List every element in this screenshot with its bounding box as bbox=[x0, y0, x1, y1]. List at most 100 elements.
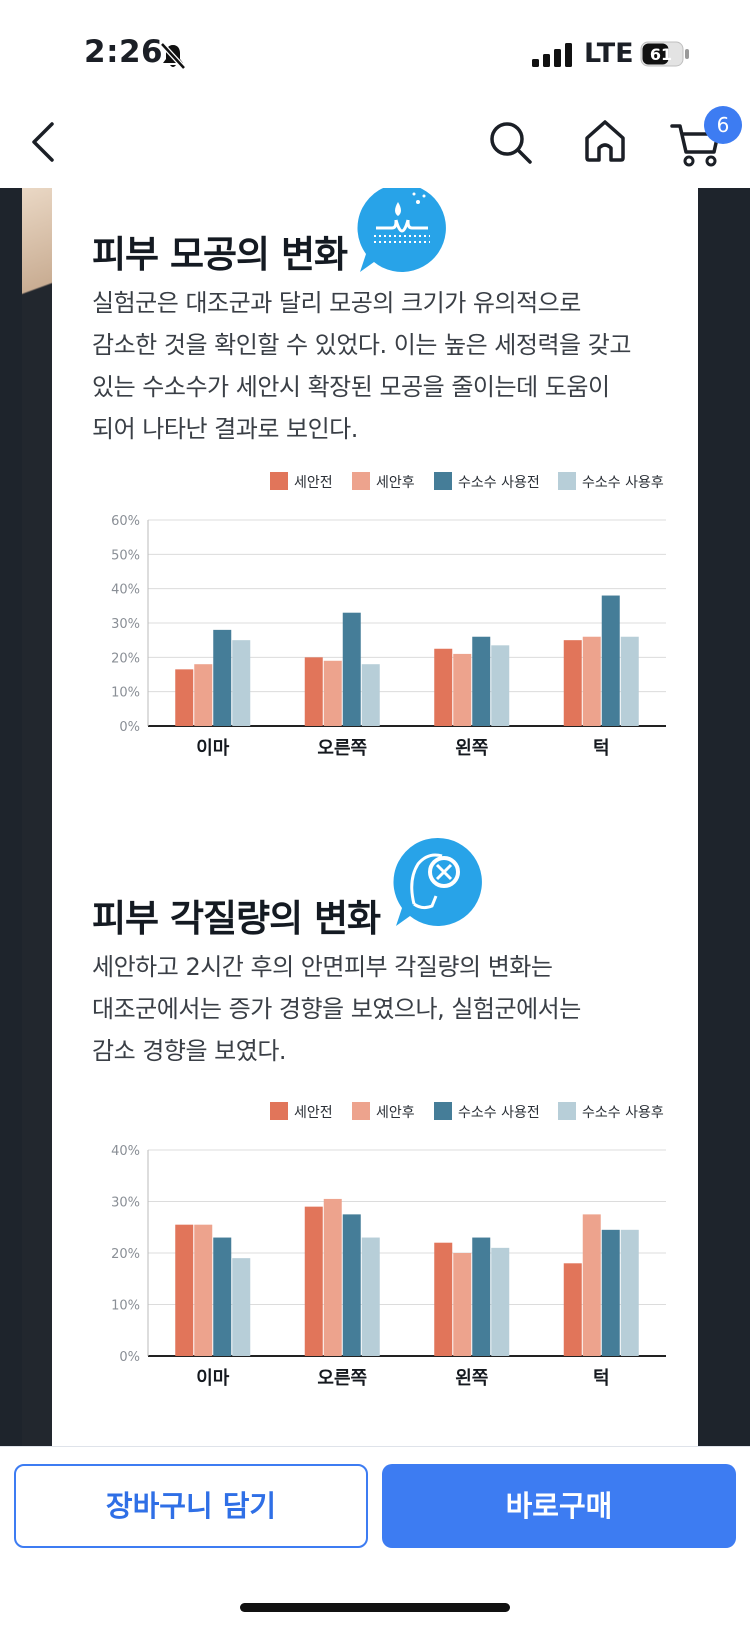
add-to-cart-button[interactable]: 장바구니 담기 bbox=[14, 1464, 368, 1548]
legend-swatch bbox=[270, 1102, 288, 1120]
bar bbox=[472, 1237, 491, 1356]
legend-swatch bbox=[558, 1102, 576, 1120]
legend-label: 세안전 bbox=[294, 475, 333, 491]
body-line: 실험군은 대조군과 달리 모공의 크기가 유의적으로 bbox=[92, 289, 581, 317]
pore-chart: 세안전 세안후 수소수 사용전 수소수 사용후 0% 10% 20% 30% 40% 50% 60%… bbox=[82, 464, 682, 784]
bar bbox=[620, 636, 639, 726]
section-title-keratin: 피부 각질량의 변화 bbox=[92, 897, 381, 940]
bar bbox=[434, 648, 453, 726]
y-tick-label: 0% bbox=[119, 720, 140, 735]
x-tick-label: 왼쪽 bbox=[455, 1368, 488, 1389]
legend-swatch bbox=[352, 1102, 370, 1120]
y-tick-label: 50% bbox=[111, 548, 140, 563]
clock: 2:26 bbox=[84, 34, 164, 70]
legend-label: 수소수 사용전 bbox=[458, 475, 540, 491]
model-photo bbox=[22, 188, 52, 368]
product-detail-image: 피부 모공의 변화 실험군은 대조군과 달리 모공의 크기가 유의적으로 감소한… bbox=[0, 188, 750, 1446]
section-title-pore: 피부 모공의 변화 bbox=[92, 233, 348, 276]
y-tick-label: 20% bbox=[111, 1247, 140, 1262]
body-line: 대조군에서는 증가 경향을 보였으나, 실험군에서는 bbox=[92, 995, 581, 1023]
right-image-strip bbox=[698, 188, 728, 1446]
bar bbox=[194, 1224, 213, 1356]
bottom-action-bar: 장바구니 담기 바로구매 bbox=[0, 1446, 750, 1626]
x-tick-label: 턱 bbox=[593, 738, 610, 759]
keratin-chart-svg: 세안전 세안후 수소수 사용전 수소수 사용후 0% 10% 20% 30% 40% 이마 오른쪽 왼… bbox=[111, 1102, 666, 1389]
network-type: LTE bbox=[584, 38, 634, 69]
y-tick-label: 20% bbox=[111, 651, 140, 666]
bar bbox=[304, 1206, 323, 1356]
legend-label: 수소수 사용전 bbox=[458, 1105, 540, 1121]
bar bbox=[175, 669, 194, 726]
legend-label: 수소수 사용후 bbox=[582, 475, 664, 491]
x-tick-label: 오른쪽 bbox=[317, 1368, 367, 1389]
battery-icon: 61 bbox=[640, 41, 689, 67]
navigation-bar: 6 bbox=[0, 100, 750, 188]
y-tick-label: 0% bbox=[119, 1350, 140, 1365]
bar bbox=[601, 595, 620, 726]
legend-label: 세안후 bbox=[376, 1105, 415, 1121]
x-tick-label: 턱 bbox=[593, 1368, 610, 1389]
bar bbox=[323, 660, 342, 726]
bar bbox=[232, 1258, 251, 1356]
x-tick-label: 이마 bbox=[196, 1368, 230, 1389]
face-magnifier-icon bbox=[393, 837, 482, 926]
legend-swatch bbox=[558, 472, 576, 490]
bar bbox=[582, 636, 601, 726]
bar bbox=[453, 1253, 472, 1356]
legend-label: 수소수 사용후 bbox=[582, 1105, 664, 1121]
body-line: 감소한 것을 확인할 수 있었다. 이는 높은 세정력을 갖고 bbox=[92, 331, 631, 359]
pore-water-icon bbox=[357, 188, 446, 272]
body-line: 있는 수소수가 세안시 확장된 모공을 줄이는데 도움이 bbox=[92, 373, 610, 401]
bar bbox=[342, 612, 361, 726]
bar bbox=[491, 1247, 510, 1356]
x-tick-label: 오른쪽 bbox=[317, 738, 367, 759]
body-line: 감소 경향을 보였다. bbox=[92, 1037, 287, 1065]
body-line: 세안하고 2시간 후의 안면피부 각질량의 변화는 bbox=[92, 953, 553, 981]
search-icon[interactable] bbox=[488, 120, 534, 166]
bar bbox=[213, 1237, 232, 1356]
bar bbox=[434, 1242, 453, 1356]
bar bbox=[361, 1237, 380, 1356]
bar bbox=[620, 1229, 639, 1356]
bar bbox=[213, 629, 232, 726]
bar bbox=[342, 1214, 361, 1356]
keratin-chart: 세안전 세안후 수소수 사용전 수소수 사용후 0% 10% 20% 30% 40% 이마 오른쪽 왼… bbox=[82, 1094, 682, 1414]
bar bbox=[194, 664, 213, 726]
x-tick-label: 이마 bbox=[196, 738, 230, 759]
legend-swatch bbox=[434, 1102, 452, 1120]
cart-count-badge[interactable]: 6 bbox=[704, 106, 742, 144]
bar bbox=[453, 653, 472, 726]
home-icon[interactable] bbox=[583, 118, 627, 164]
body-line: 되어 나타난 결과로 보인다. bbox=[92, 415, 358, 443]
legend-swatch bbox=[352, 472, 370, 490]
legend-label: 세안후 bbox=[376, 475, 415, 491]
bar bbox=[323, 1198, 342, 1356]
back-icon[interactable] bbox=[28, 120, 58, 164]
bar bbox=[491, 645, 510, 726]
bar bbox=[563, 1263, 582, 1356]
y-tick-label: 30% bbox=[111, 1196, 140, 1211]
x-tick-label: 왼쪽 bbox=[455, 738, 488, 759]
detail-card: 피부 모공의 변화 실험군은 대조군과 달리 모공의 크기가 유의적으로 감소한… bbox=[52, 188, 698, 1446]
status-bar: 2:26 LTE 61 bbox=[0, 0, 750, 100]
pore-chart-svg: 세안전 세안후 수소수 사용전 수소수 사용후 0% 10% 20% 30% 40% 50% 60%… bbox=[111, 472, 666, 759]
y-tick-label: 40% bbox=[111, 583, 140, 598]
section-body-keratin: 세안하고 2시간 후의 안면피부 각질량의 변화는 대조군에서는 증가 경향을 … bbox=[92, 946, 672, 1072]
bar bbox=[232, 640, 251, 726]
legend-label: 세안전 bbox=[294, 1105, 333, 1121]
y-tick-label: 60% bbox=[111, 514, 140, 529]
bar bbox=[472, 636, 491, 726]
y-tick-label: 10% bbox=[111, 1299, 140, 1314]
legend-swatch bbox=[434, 472, 452, 490]
bar bbox=[563, 640, 582, 726]
left-image-strip bbox=[22, 188, 52, 1446]
bar bbox=[361, 664, 380, 726]
bell-muted-icon bbox=[160, 42, 186, 70]
y-tick-label: 10% bbox=[111, 686, 140, 701]
home-indicator bbox=[240, 1603, 510, 1612]
section-body-pore: 실험군은 대조군과 달리 모공의 크기가 유의적으로 감소한 것을 확인할 수 … bbox=[92, 282, 672, 450]
y-tick-label: 30% bbox=[111, 617, 140, 632]
buy-now-button[interactable]: 바로구매 bbox=[382, 1464, 736, 1548]
signal-icon bbox=[532, 43, 572, 67]
bar bbox=[304, 657, 323, 726]
